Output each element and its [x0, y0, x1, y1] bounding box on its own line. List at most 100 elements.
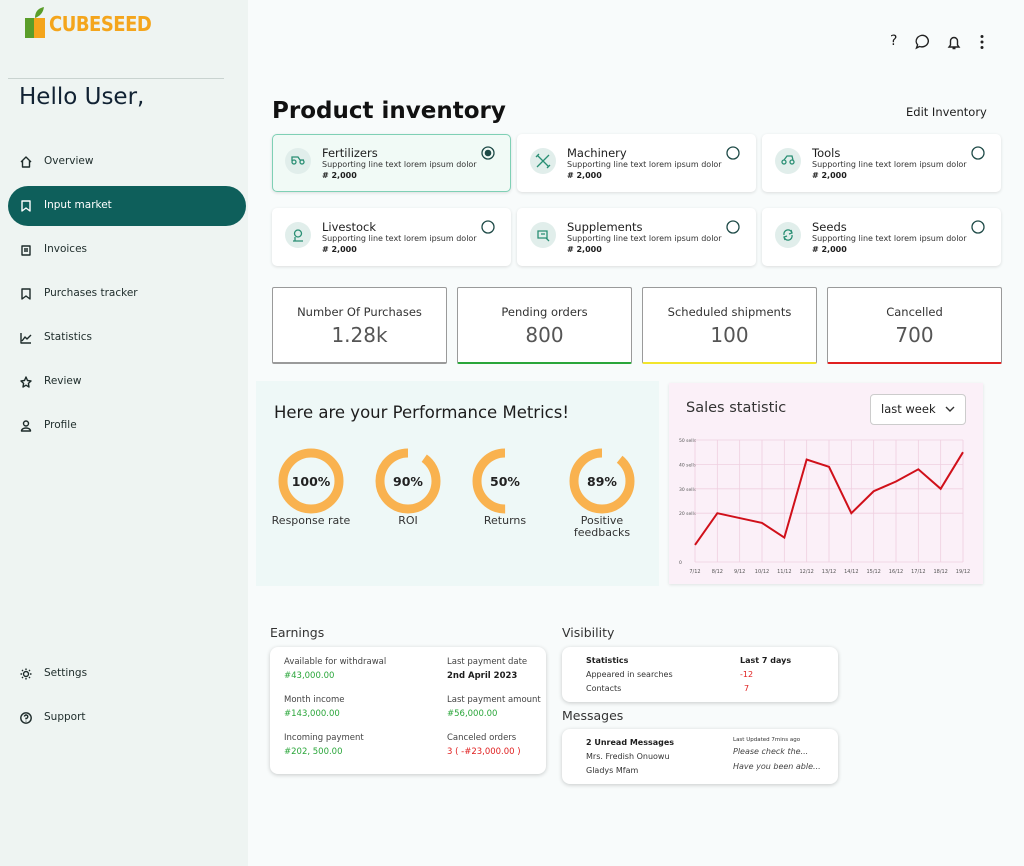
- product-card[interactable]: Seeds Supporting line text lorem ipsum do…: [762, 208, 1001, 266]
- earnings-label: Incoming payment: [284, 733, 364, 743]
- visibility-header: Statistics: [586, 656, 629, 665]
- product-card[interactable]: Tools Supporting line text lorem ipsum do…: [762, 134, 1001, 192]
- radio-ring: [971, 220, 985, 234]
- nav-icon-shape: [21, 288, 31, 300]
- radio-ring: [481, 220, 495, 234]
- visibility-header: Last 7 days: [740, 656, 792, 665]
- messages-card[interactable]: 2 Unread Messages Last Updated 7mins ago M…: [562, 729, 838, 784]
- nav-icon: [20, 712, 32, 724]
- nav-item[interactable]: Invoices: [8, 230, 246, 270]
- product-icon-path: [293, 229, 303, 242]
- nav-label: Support: [44, 711, 86, 723]
- product-name: Supplements: [567, 220, 643, 234]
- unread-count: 2 Unread Messages: [586, 738, 675, 747]
- radio-ring: [971, 146, 985, 160]
- stat-value: 100: [710, 323, 749, 347]
- sales-title: Sales statistic: [686, 400, 787, 416]
- product-card[interactable]: Fertilizers Supporting line text lorem ip…: [272, 134, 511, 192]
- product-card[interactable]: Livestock Supporting line text lorem ipsu…: [272, 208, 511, 266]
- page-title: Product inventory: [272, 98, 506, 124]
- nav-icon-shape: [20, 420, 32, 432]
- nav-item[interactable]: Purchases tracker: [8, 274, 246, 314]
- x-tick-label: 11/12: [777, 569, 791, 575]
- product-quantity: # 2,000: [567, 245, 602, 254]
- help-button[interactable]: ?: [890, 33, 898, 49]
- gauge-value: 50%: [490, 474, 520, 489]
- message-sender: Mrs. Fredish Onuowu: [586, 752, 670, 761]
- product-quantity: # 2,000: [567, 171, 602, 180]
- message-preview: Please check the...: [733, 747, 809, 756]
- radio: [971, 220, 985, 234]
- logo-icon: [25, 7, 45, 38]
- product-icon-bg: [285, 148, 311, 174]
- performance-panel: [256, 381, 659, 586]
- gauge-value: 90%: [393, 474, 423, 489]
- nav-icon: [20, 376, 32, 388]
- x-tick-label: 8/12: [712, 569, 723, 575]
- stat-card: Number Of Purchases 1.28k: [272, 287, 447, 364]
- nav-item[interactable]: Overview: [8, 142, 246, 182]
- gauge-label: Returns: [483, 514, 527, 527]
- product-description: Supporting line text lorem ipsum dolor: [322, 160, 477, 169]
- period-dropdown-label: last week: [881, 402, 936, 416]
- logo-box-side: [25, 18, 34, 38]
- product-name: Fertilizers: [322, 146, 378, 160]
- more-dot: [980, 40, 984, 44]
- chevron: [945, 406, 955, 412]
- stat-value: 700: [895, 323, 934, 347]
- edit-inventory-button[interactable]: Edit Inventory: [906, 105, 987, 119]
- x-tick-label: 15/12: [866, 569, 880, 575]
- x-tick-label: 10/12: [755, 569, 769, 575]
- product-description: Supporting line text lorem ipsum dolor: [812, 160, 967, 169]
- gauge-value: 100%: [292, 474, 331, 489]
- nav-icon-shape: [21, 200, 31, 212]
- nav-item[interactable]: Profile: [8, 406, 246, 446]
- stat-value: 800: [525, 323, 564, 347]
- visibility-row-value: 7: [744, 684, 750, 693]
- nav-icon: [21, 200, 31, 212]
- nav-item[interactable]: Statistics: [8, 318, 246, 358]
- product-card[interactable]: Supplements Supporting line text lorem ip…: [517, 208, 756, 266]
- product-icon-glyph: [781, 155, 795, 165]
- visibility-row-label: Appeared in searches: [586, 670, 673, 679]
- radio: [726, 220, 740, 234]
- y-tick-label: 30 sells: [679, 487, 697, 493]
- nav-item[interactable]: Settings: [8, 654, 246, 694]
- product-icon-path: [535, 153, 551, 169]
- nav-item[interactable]: Input market: [8, 186, 246, 226]
- radio-ring: [726, 146, 740, 160]
- x-tick-label: 18/12: [933, 569, 947, 575]
- earnings-label: Last payment date: [447, 657, 528, 667]
- nav-label: Review: [44, 375, 82, 387]
- visibility-card: Statistics Last 7 days Appeared in searche…: [562, 647, 838, 702]
- nav-item[interactable]: Review: [8, 362, 246, 402]
- gauge-arc: [472, 448, 538, 514]
- stat-label: Cancelled: [886, 305, 943, 319]
- nav-icon: [20, 420, 32, 432]
- bell-icon: [947, 36, 961, 50]
- product-icon-path: [783, 229, 793, 241]
- earnings-label: Available for withdrawal: [284, 657, 387, 667]
- product-description: Supporting line text lorem ipsum dolor: [567, 234, 722, 243]
- visibility-row-value: -12: [740, 670, 754, 679]
- nav-icon-shape: [21, 245, 31, 256]
- product-icon-bg: [775, 222, 801, 248]
- period-dropdown[interactable]: last week: [870, 394, 966, 425]
- earnings-value: #43,000.00: [284, 671, 335, 681]
- nav-icon: [20, 156, 32, 168]
- nav-icon: [21, 288, 31, 300]
- product-icon: [775, 222, 801, 248]
- logo-leaf: [35, 7, 44, 18]
- x-tick-label: 12/12: [799, 569, 813, 575]
- toolbar-icons: [915, 34, 984, 50]
- product-icon-bg: [285, 222, 311, 248]
- message-sender: Gladys Mfam: [586, 766, 639, 775]
- product-card[interactable]: Machinery Supporting line text lorem ipsu…: [517, 134, 756, 192]
- greeting: Hello User,: [19, 84, 145, 110]
- nav-item[interactable]: Support: [8, 698, 246, 738]
- last-updated: Last Updated 7mins ago: [733, 737, 801, 743]
- product-quantity: # 2,000: [322, 245, 357, 254]
- product-icon-glyph: [293, 229, 303, 242]
- gauge-value: 89%: [587, 474, 617, 489]
- gauge-arc: [278, 448, 344, 514]
